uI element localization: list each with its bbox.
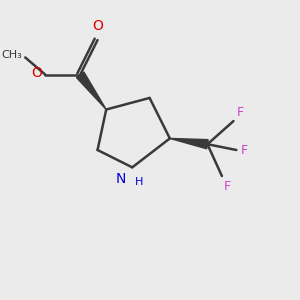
Text: H: H — [135, 177, 144, 187]
Polygon shape — [170, 138, 208, 149]
Text: O: O — [92, 19, 103, 33]
Text: N: N — [116, 172, 126, 186]
Text: F: F — [237, 106, 244, 119]
Text: F: F — [240, 143, 247, 157]
Text: CH₃: CH₃ — [2, 50, 22, 60]
Text: O: O — [32, 66, 43, 80]
Text: F: F — [224, 179, 230, 193]
Polygon shape — [76, 72, 106, 110]
